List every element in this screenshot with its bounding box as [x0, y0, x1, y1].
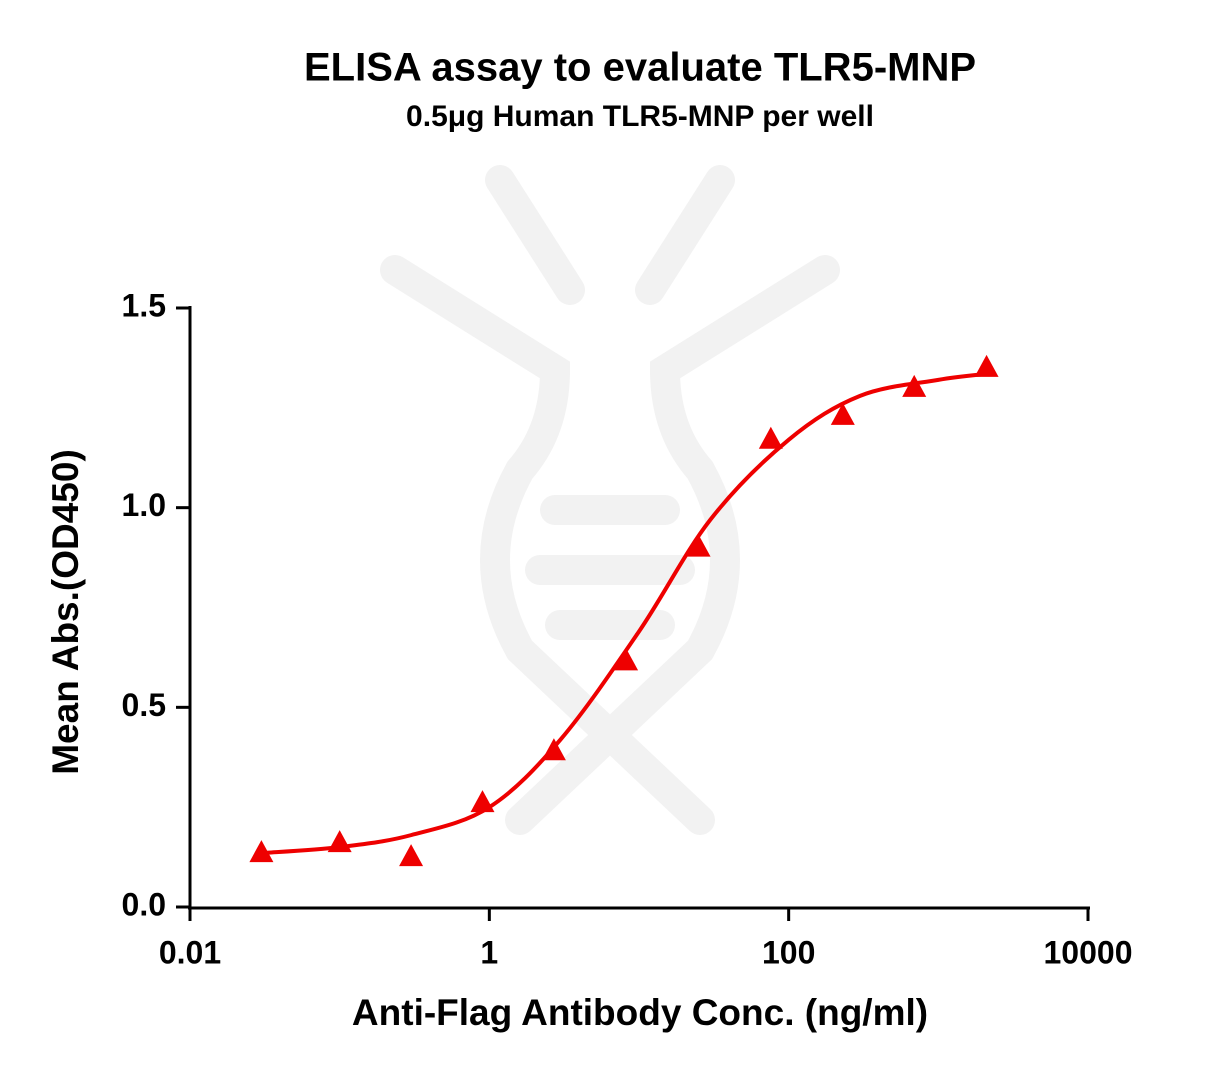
x-tick-label: 100 — [762, 934, 815, 970]
data-point — [830, 402, 855, 425]
fit-curve — [261, 371, 987, 856]
y-axis-label: Mean Abs.(OD450) — [45, 449, 86, 775]
chart-title: ELISA assay to evaluate TLR5-MNP — [304, 46, 976, 90]
y-tick-label: 1.5 — [122, 287, 166, 323]
y-tick-label: 0.0 — [122, 886, 166, 922]
data-point — [470, 790, 495, 813]
data-point — [902, 374, 927, 397]
data-point — [974, 354, 999, 377]
data-point — [399, 844, 424, 867]
x-tick-label: 1 — [480, 934, 498, 970]
data-point — [758, 426, 783, 449]
data-point — [686, 534, 711, 557]
data-point — [614, 648, 639, 671]
y-tick-label: 1.0 — [122, 487, 166, 523]
data-point — [249, 840, 274, 863]
watermark — [380, 165, 840, 835]
y-tick-label: 0.5 — [122, 687, 166, 723]
data-point — [541, 738, 566, 761]
data-point — [327, 830, 352, 853]
chart-subtitle: 0.5μg Human TLR5-MNP per well — [406, 100, 874, 133]
x-axis-label: Anti-Flag Antibody Conc. (ng/ml) — [352, 992, 928, 1033]
x-tick-label: 0.01 — [159, 934, 221, 970]
x-tick-label: 10000 — [1044, 934, 1133, 970]
